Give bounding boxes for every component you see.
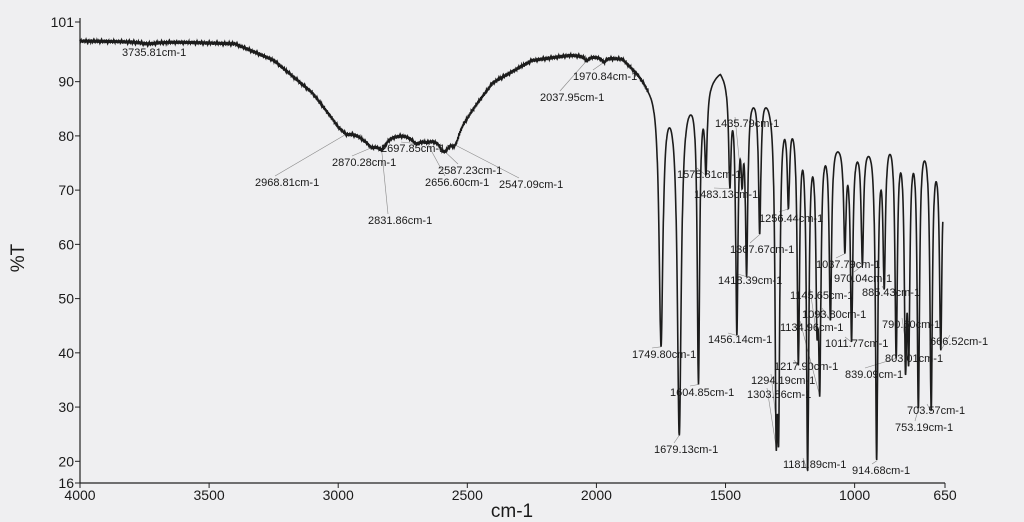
peak-label: 753.19cm-1 [895,422,953,434]
peak-leader-line [673,435,680,444]
peak-leader-line [914,408,919,422]
peak-label: 1604.85cm-1 [670,387,734,399]
x-tick-label: 3000 [323,487,354,503]
peak-label: 1256.44cm-1 [759,213,823,225]
peak-leader-line [727,332,737,336]
y-tick-label: 90 [58,74,74,90]
peak-leader-line [689,384,699,387]
peak-label: 2587.23cm-1 [438,165,502,177]
peak-label: 914.68cm-1 [852,465,910,477]
y-tick-label: 16 [58,475,74,491]
axes: 4000 3500 3000 2500 2000 1500 1000 650 16 20 30 40 5… [51,14,957,503]
peak-label: 2831.86cm-1 [368,215,432,227]
peak-label: 1367.67cm-1 [730,244,794,256]
peak-leader-line [844,336,852,343]
peak-label: 803.01cm-1 [885,353,943,365]
peak-label: 2037.95cm-1 [540,92,604,104]
peak-label: 839.09cm-1 [845,369,903,381]
peak-label: 1093.80cm-1 [802,309,866,321]
peak-label: 1435.79cm-1 [715,118,779,130]
peak-leader-line [766,387,777,448]
peak-leader-line [835,253,846,259]
x-tick-label: 1000 [839,487,870,503]
peak-label: 1294.19cm-1 [751,375,815,387]
peak-leader-line [274,133,347,177]
peak-leader-line [444,151,459,165]
x-tick-label: 2000 [581,487,612,503]
peak-label: 885.43cm-1 [862,287,920,299]
peak-label: 1181.89cm-1 [783,459,846,471]
peak-label: 3735.81cm-1 [122,47,186,59]
peak-leader-line [713,187,730,189]
y-tick-label: 60 [58,236,74,252]
peak-label: 1418.39cm-1 [718,275,782,287]
peak-leader-line [651,346,662,349]
peak-leader-line [853,265,863,273]
peak-labels: 3735.81cm-1 2968.81cm-1 2870.28cm-1 2831.86… [122,47,988,477]
y-tick-label: 40 [58,345,74,361]
peak-label: 1970.84cm-1 [573,71,637,83]
peak-label: 2697.85cm-1 [381,143,445,155]
peak-label: 2870.28cm-1 [332,157,396,169]
peak-leader-line [749,234,760,244]
peak-label: 666.52cm-1 [930,336,988,348]
peak-leader-line [351,147,372,157]
peak-label: 703.57cm-1 [907,405,965,417]
peak-label: 1145.65cm-1 [790,290,853,302]
peak-label: 1749.80cm-1 [632,349,696,361]
spectrum-line [79,36,944,471]
y-tick-label: 20 [58,453,74,469]
x-tick-label: 1500 [710,487,741,503]
peak-label: 1011.77cm-1 [825,338,888,350]
y-tick-label: 30 [58,399,74,415]
peak-leader-line [864,358,897,369]
y-tick-label: 50 [58,291,74,307]
peak-leader-line [592,62,605,71]
peak-leader-line [871,460,877,465]
peak-leader-line [455,144,520,179]
peak-leader-line [809,288,818,338]
y-tick-label: 70 [58,182,74,198]
peak-label: 1217.90cm-1 [774,361,838,373]
peak-label: 1456.14cm-1 [708,334,772,346]
peak-leader-line [737,273,747,278]
peak-label: 1037.79cm-1 [816,259,880,271]
peak-leader-line [940,334,951,351]
peak-label: 2547.09cm-1 [499,179,563,191]
peak-label: 1575.81cm-1 [677,169,741,181]
peak-leader-line [426,142,446,177]
x-tick-label: 650 [933,487,957,503]
peak-label: 1679.13cm-1 [654,444,718,456]
peak-label: 2968.81cm-1 [255,177,319,189]
x-tick-label: 3500 [194,487,225,503]
peak-leader-line [821,307,831,321]
peak-leader-line [381,149,389,215]
peak-label: 1303.86cm-1 [747,389,811,401]
y-axis-label: %T [8,243,29,272]
y-tick-label: 80 [58,128,74,144]
peak-label: 1134.96cm-1 [780,322,843,334]
peak-leader-line [559,60,587,92]
x-axis-label: cm-1 [491,501,533,522]
peak-label: 970.04cm-1 [834,273,892,285]
peak-label: 1483.13cm-1 [694,189,758,201]
x-tick-label: 4000 [64,487,95,503]
peak-label: 2656.60cm-1 [425,177,489,189]
y-tick-label: 101 [51,14,75,30]
peak-label: 790.60cm-1 [882,319,940,331]
x-tick-label: 2500 [452,487,483,503]
peak-leader-line [799,320,821,397]
